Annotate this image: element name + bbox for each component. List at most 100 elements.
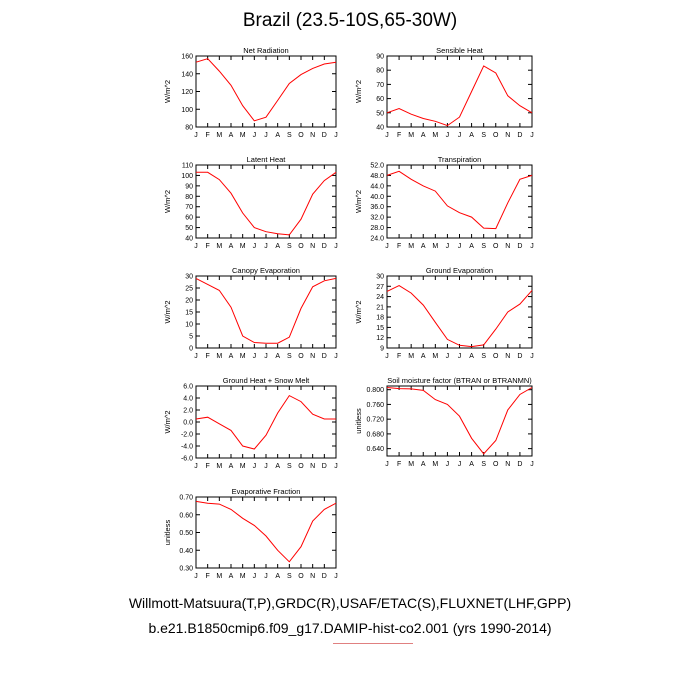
x-tick-label: J [530, 243, 534, 250]
y-tick-label: 40 [185, 236, 193, 243]
panel-title: Evaporative Fraction [232, 487, 301, 496]
x-tick-label: M [432, 461, 438, 468]
x-tick-label: F [397, 461, 401, 468]
x-tick-label: N [310, 463, 315, 470]
series-line [386, 170, 533, 230]
x-tick-label: J [334, 573, 338, 580]
series-line [386, 285, 533, 348]
x-tick-label: F [206, 573, 210, 580]
y-tick-label: 120 [181, 89, 193, 96]
y-tick-label: 36.0 [370, 204, 384, 211]
series-line [195, 500, 337, 563]
x-tick-label: N [310, 132, 315, 139]
x-tick-label: F [206, 132, 210, 139]
series-line [195, 277, 337, 344]
x-tick-label: M [408, 132, 414, 139]
x-tick-label: F [206, 463, 210, 470]
plot-frame [386, 164, 533, 239]
chart-panel: Ground Evaporation W/m^2 9 12 15 18 21 24 27 30 J F… [354, 266, 534, 360]
x-tick-label: N [505, 353, 510, 360]
x-tick-label: J [264, 243, 268, 250]
y-tick-label: 30 [185, 274, 193, 281]
y-tick-label: 100 [181, 173, 193, 180]
x-tick-label: J [194, 353, 198, 360]
x-tick-label: N [505, 243, 510, 250]
y-tick-label: -6.0 [181, 456, 193, 463]
chart-panel: Transpiration W/m^2 24.0 28.0 32.0 36.0 40.0 44… [354, 155, 534, 250]
x-tick-label: J [264, 353, 268, 360]
x-tick-label: A [469, 353, 474, 360]
x-tick-label: A [229, 132, 234, 139]
plot-frame [386, 275, 533, 349]
panel-title: Sensible Heat [436, 46, 484, 55]
x-tick-label: M [408, 243, 414, 250]
x-tick-label: J [385, 353, 389, 360]
x-tick-label: A [275, 243, 280, 250]
x-tick-label: M [240, 132, 246, 139]
x-tick-label: O [493, 132, 499, 139]
x-tick-label: J [264, 132, 268, 139]
y-tick-label: 140 [181, 71, 193, 78]
x-tick-label: J [385, 461, 389, 468]
y-tick-label: 20 [185, 298, 193, 305]
y-tick-label: 90 [185, 183, 193, 190]
x-tick-label: A [275, 353, 280, 360]
x-tick-label: A [421, 461, 426, 468]
y-tick-label: 52.0 [370, 163, 384, 170]
y-tick-label: 70 [376, 82, 384, 89]
panel-title: Latent Heat [247, 155, 287, 164]
y-tick-label: 0.50 [179, 530, 193, 537]
x-tick-label: O [493, 243, 499, 250]
x-tick-label: D [322, 573, 327, 580]
x-tick-label: J [385, 243, 389, 250]
y-tick-label: 50 [376, 110, 384, 117]
y-axis-label: W/m^2 [163, 80, 172, 103]
y-tick-label: 0 [189, 346, 193, 353]
x-tick-label: M [216, 243, 222, 250]
x-tick-label: A [469, 243, 474, 250]
x-tick-label: J [194, 463, 198, 470]
y-tick-label: 60 [185, 215, 193, 222]
y-tick-label: 25 [185, 286, 193, 293]
x-tick-label: J [194, 573, 198, 580]
x-tick-label: O [298, 353, 304, 360]
y-tick-label: 50 [185, 225, 193, 232]
y-tick-label: 70 [185, 204, 193, 211]
y-tick-label: 2.0 [183, 408, 193, 415]
x-tick-label: J [446, 353, 450, 360]
x-tick-label: M [240, 243, 246, 250]
x-tick-label: D [322, 132, 327, 139]
x-tick-label: S [481, 132, 486, 139]
plot-frame [195, 275, 337, 349]
y-tick-label: 6.0 [183, 384, 193, 391]
y-tick-label: 12 [376, 335, 384, 342]
x-tick-label: J [253, 353, 257, 360]
x-tick-label: M [240, 463, 246, 470]
panel-title: Ground Evaporation [426, 266, 493, 275]
y-tick-label: 44.0 [370, 183, 384, 190]
y-tick-label: 80 [185, 125, 193, 132]
x-tick-label: A [421, 132, 426, 139]
x-tick-label: F [206, 353, 210, 360]
series-line [195, 394, 336, 450]
y-tick-label: 24.0 [370, 236, 384, 243]
x-tick-label: O [493, 461, 499, 468]
x-tick-label: S [287, 243, 292, 250]
page-title: Brazil (23.5-10S,65-30W) [242, 10, 458, 31]
y-tick-label: 60 [376, 96, 384, 103]
series-line [386, 387, 533, 455]
series-line [196, 171, 337, 236]
x-tick-label: J [446, 132, 450, 139]
footer-data-sources: Willmott-Matsuura(T,P),GRDC(R),USAF/ETAC… [128, 595, 572, 611]
x-tick-label: J [194, 132, 198, 139]
x-tick-label: J [334, 132, 338, 139]
y-axis-label: unitless [354, 408, 363, 434]
y-tick-label: 15 [185, 310, 193, 317]
y-tick-label: 0.680 [366, 431, 384, 438]
x-tick-label: M [240, 353, 246, 360]
x-tick-label: A [275, 573, 280, 580]
x-tick-label: M [432, 132, 438, 139]
